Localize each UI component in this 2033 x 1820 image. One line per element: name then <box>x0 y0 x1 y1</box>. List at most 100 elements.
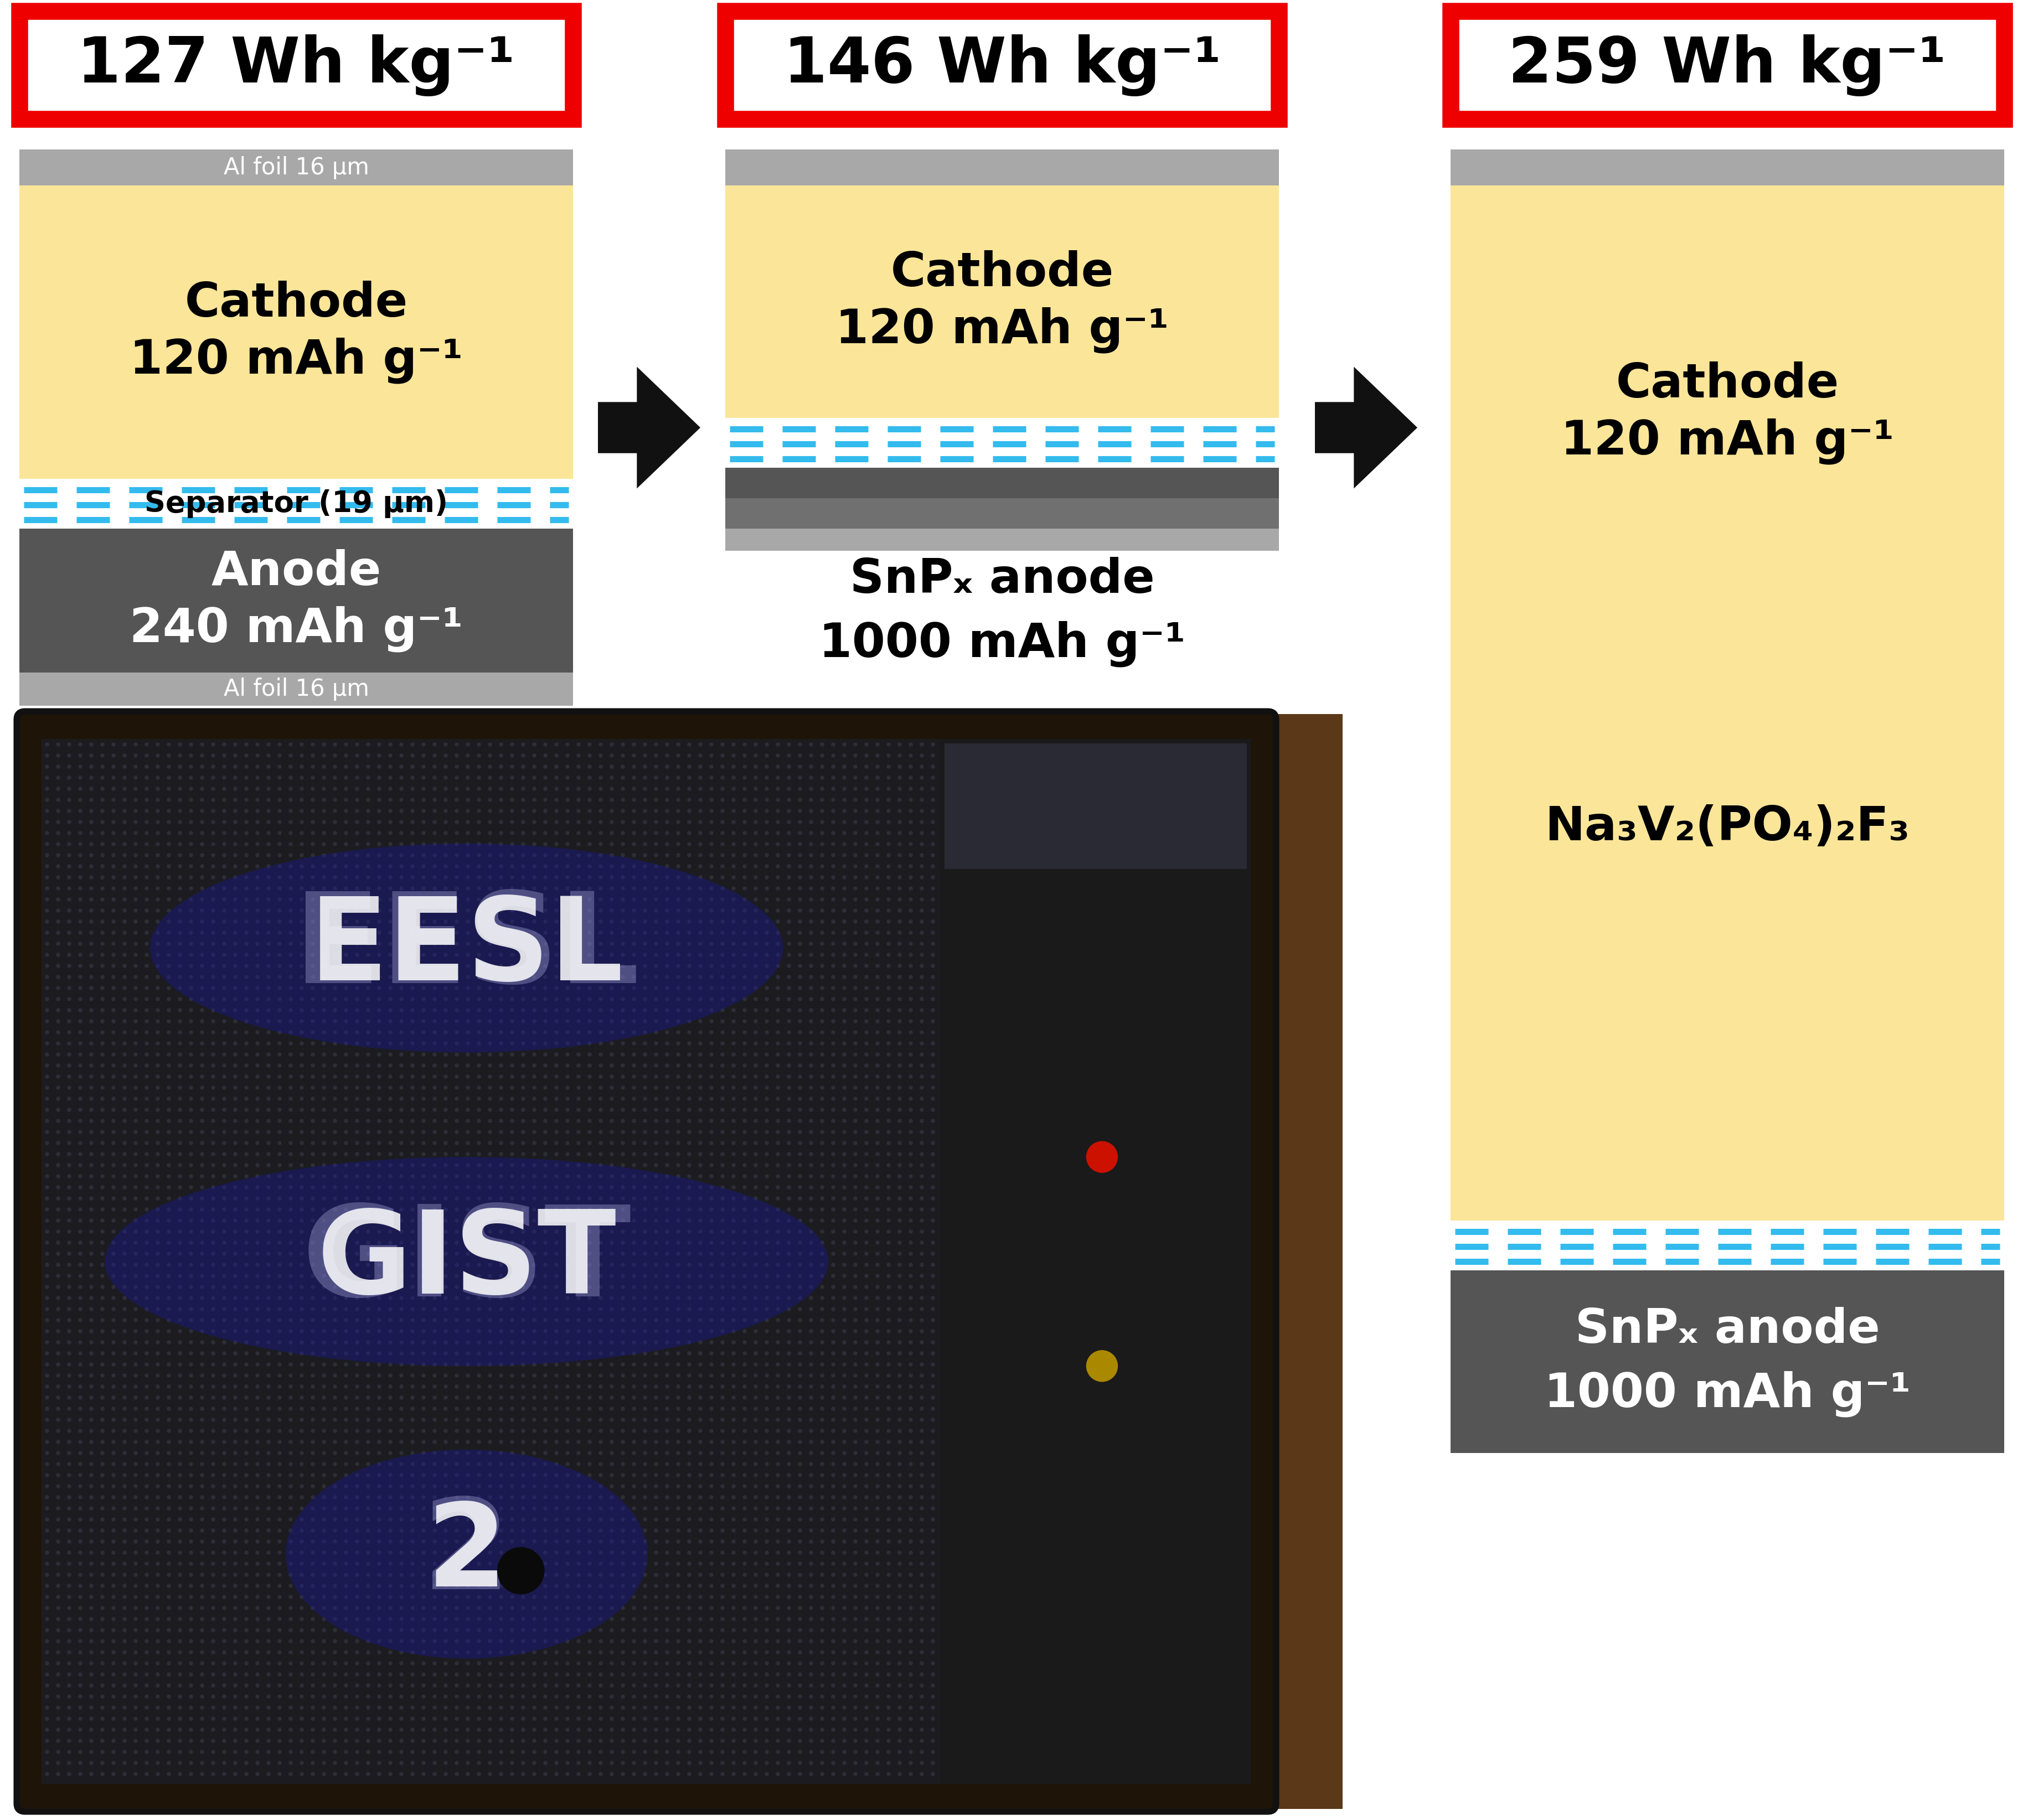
Circle shape <box>742 1673 746 1676</box>
Circle shape <box>378 954 380 957</box>
Circle shape <box>886 1030 890 1034</box>
Circle shape <box>610 1330 614 1332</box>
Circle shape <box>67 1374 71 1378</box>
Circle shape <box>356 1341 358 1343</box>
Circle shape <box>787 1065 791 1067</box>
Circle shape <box>665 1296 669 1299</box>
Circle shape <box>144 1396 148 1400</box>
Circle shape <box>443 1651 447 1654</box>
Circle shape <box>67 1651 71 1654</box>
Circle shape <box>821 1119 823 1123</box>
Circle shape <box>423 1285 425 1289</box>
Circle shape <box>57 1097 59 1101</box>
Bar <box>20 713 1273 1809</box>
Circle shape <box>466 875 470 879</box>
Circle shape <box>687 1087 691 1090</box>
Circle shape <box>931 1152 935 1156</box>
Circle shape <box>57 1673 59 1676</box>
Circle shape <box>344 1496 348 1500</box>
Circle shape <box>642 1363 646 1367</box>
Circle shape <box>588 1507 592 1511</box>
Circle shape <box>67 821 71 824</box>
Circle shape <box>886 1019 890 1023</box>
Circle shape <box>144 965 148 968</box>
Circle shape <box>179 943 181 945</box>
Circle shape <box>45 1097 49 1101</box>
Circle shape <box>423 832 425 835</box>
Circle shape <box>821 1141 823 1145</box>
Circle shape <box>366 1065 370 1067</box>
Circle shape <box>665 864 669 868</box>
Circle shape <box>488 1485 492 1489</box>
Circle shape <box>821 1651 823 1654</box>
Circle shape <box>89 775 94 779</box>
Circle shape <box>642 1119 646 1123</box>
Circle shape <box>356 1307 358 1310</box>
Circle shape <box>699 1640 701 1643</box>
Circle shape <box>622 832 624 835</box>
Circle shape <box>333 1230 337 1234</box>
Circle shape <box>864 843 868 846</box>
Circle shape <box>899 1618 901 1622</box>
Circle shape <box>577 810 579 812</box>
Circle shape <box>222 1440 226 1443</box>
Circle shape <box>577 799 579 801</box>
Circle shape <box>543 1572 547 1576</box>
Circle shape <box>577 1198 579 1199</box>
Circle shape <box>555 1407 559 1411</box>
Circle shape <box>466 1097 470 1101</box>
Circle shape <box>821 997 823 1001</box>
Circle shape <box>443 1352 447 1356</box>
Circle shape <box>931 832 935 835</box>
Circle shape <box>522 1751 525 1754</box>
Circle shape <box>577 821 579 824</box>
Circle shape <box>189 1407 193 1411</box>
Circle shape <box>344 1705 348 1709</box>
Circle shape <box>622 897 624 901</box>
Circle shape <box>289 1618 293 1622</box>
Circle shape <box>588 965 592 968</box>
Circle shape <box>167 919 171 923</box>
Circle shape <box>831 1374 836 1378</box>
Circle shape <box>144 753 148 757</box>
Circle shape <box>201 1429 203 1432</box>
Circle shape <box>157 1396 159 1400</box>
Circle shape <box>722 1773 724 1776</box>
Circle shape <box>279 1463 281 1465</box>
Circle shape <box>632 1385 636 1389</box>
Circle shape <box>687 1241 691 1245</box>
Circle shape <box>266 743 270 746</box>
Circle shape <box>533 1296 537 1299</box>
Circle shape <box>488 1152 492 1156</box>
Circle shape <box>79 1540 81 1543</box>
Circle shape <box>211 954 215 957</box>
Circle shape <box>189 1463 193 1465</box>
Circle shape <box>244 1562 248 1565</box>
Circle shape <box>67 1496 71 1500</box>
Circle shape <box>632 799 636 801</box>
Circle shape <box>157 919 159 923</box>
Circle shape <box>842 976 846 979</box>
Circle shape <box>179 1341 181 1343</box>
Circle shape <box>179 1087 181 1090</box>
Circle shape <box>333 854 337 857</box>
Circle shape <box>565 1219 569 1223</box>
Circle shape <box>344 919 348 923</box>
Circle shape <box>909 1640 913 1643</box>
Circle shape <box>112 1285 116 1289</box>
Circle shape <box>244 1607 248 1609</box>
Circle shape <box>89 1296 94 1299</box>
Circle shape <box>179 1716 181 1720</box>
Circle shape <box>301 1562 303 1565</box>
Circle shape <box>466 1429 470 1432</box>
Circle shape <box>764 799 768 801</box>
Circle shape <box>89 1352 94 1356</box>
Circle shape <box>632 997 636 1001</box>
Circle shape <box>842 810 846 812</box>
Circle shape <box>677 1208 679 1210</box>
Circle shape <box>388 743 392 746</box>
Circle shape <box>167 976 171 979</box>
Circle shape <box>301 1363 303 1367</box>
Circle shape <box>632 1751 636 1754</box>
Circle shape <box>45 1208 49 1210</box>
